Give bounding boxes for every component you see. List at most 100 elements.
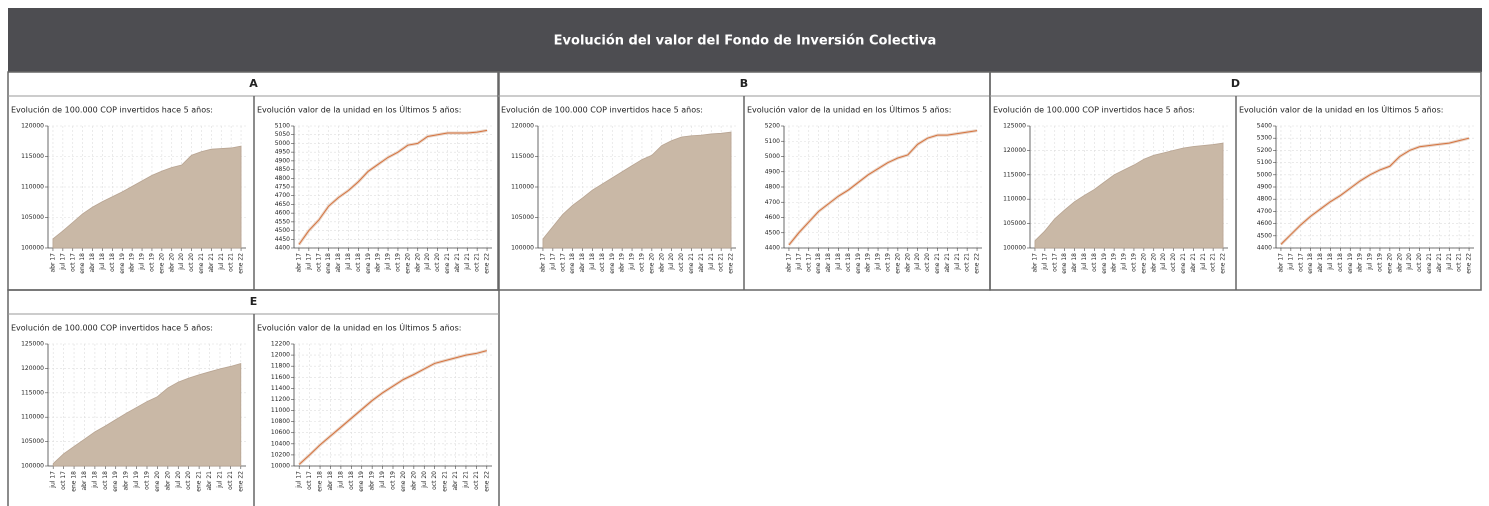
y-tick-label: 120000 [1003, 147, 1026, 154]
line [298, 129, 488, 245]
x-tick-label: abr 19 [375, 253, 382, 273]
x-tick-label: ene 18 [569, 253, 576, 274]
x-tick-label: jul 19 [379, 471, 386, 489]
chart-title: Evolución de 100.000 COP invertidos hace… [11, 105, 213, 115]
chart-title: Evolución valor de la unidad en los Últi… [257, 322, 461, 333]
x-tick-label: ene 22 [237, 471, 244, 492]
y-tick-label: 115000 [1003, 171, 1026, 178]
x-tick-label: ene 21 [688, 253, 695, 274]
x-tick-label: jul 20 [914, 253, 921, 271]
y-tick-label: 11600 [271, 374, 290, 381]
x-tick-label: oct 20 [185, 471, 192, 490]
y-tick-label: 105000 [21, 438, 44, 445]
y-tick-label: 4700 [275, 192, 290, 199]
y-tick-label: 5000 [1257, 171, 1272, 178]
y-tick-label: 105000 [1003, 220, 1026, 227]
x-tick-label: abr 20 [658, 253, 665, 273]
panel-label: E [250, 295, 258, 308]
x-tick-label: ene 20 [404, 253, 411, 274]
x-tick-label: ene 19 [358, 471, 365, 492]
y-tick-label: 4700 [765, 199, 780, 206]
x-tick-label: oct 18 [1337, 253, 1344, 272]
x-tick-label: ene 21 [442, 471, 449, 492]
x-tick-label: oct 17 [306, 471, 313, 490]
y-tick-label: 5400 [1257, 123, 1272, 130]
x-tick-label: abr 18 [327, 471, 334, 491]
x-tick-label: jul 21 [1200, 253, 1207, 271]
y-tick-label: 4500 [765, 229, 780, 236]
y-tick-label: 5300 [1257, 135, 1272, 142]
x-tick-label: jul 21 [1446, 253, 1453, 271]
chart-title: Evolución valor de la unidad en los Últi… [747, 104, 951, 115]
y-tick-label: 105000 [21, 214, 44, 221]
x-tick-label: ene 19 [112, 471, 119, 492]
x-tick-label: oct 18 [102, 471, 109, 490]
x-tick-label: ene 21 [198, 253, 205, 274]
y-tick-label: 11400 [271, 385, 290, 392]
x-tick-label: ene 19 [119, 253, 126, 274]
y-tick-label: 4700 [1257, 208, 1272, 215]
x-tick-label: oct 18 [1091, 253, 1098, 272]
x-tick-label: ene 18 [1061, 253, 1068, 274]
y-tick-label: 10000 [271, 463, 290, 470]
x-tick-label: ene 18 [79, 253, 86, 274]
x-tick-label: abr 19 [865, 253, 872, 273]
x-tick-label: jul 17 [305, 253, 312, 271]
y-tick-label: 11000 [271, 407, 290, 414]
x-tick-label: oct 17 [1297, 253, 1304, 272]
x-tick-label: abr 17 [1031, 253, 1038, 273]
area [1034, 142, 1224, 249]
x-tick-label: jul 18 [1081, 253, 1088, 271]
y-tick-label: 115000 [511, 153, 534, 160]
x-tick-label: jul 21 [464, 253, 471, 271]
x-tick-label: jul 17 [795, 253, 802, 271]
y-tick-label: 125000 [1003, 123, 1026, 130]
x-tick-label: ene 22 [1220, 253, 1227, 274]
panel [7, 289, 500, 506]
y-tick-label: 4400 [275, 245, 290, 252]
x-tick-label: abr 17 [785, 253, 792, 273]
x-tick-label: abr 21 [1436, 253, 1443, 273]
x-tick-label: abr 21 [454, 253, 461, 273]
x-tick-label: abr 17 [295, 253, 302, 273]
y-tick-label: 4950 [275, 149, 290, 156]
y-tick-label: 110000 [511, 184, 534, 191]
x-tick-label: jul 18 [91, 471, 98, 489]
x-tick-label: abr 20 [904, 253, 911, 273]
x-tick-label: ene 20 [1386, 253, 1393, 274]
y-tick-label: 11800 [271, 363, 290, 370]
header-title: Evolución del valor del Fondo de Inversi… [554, 34, 937, 49]
x-tick-label: oct 20 [678, 253, 685, 272]
x-tick-label: oct 19 [144, 471, 151, 490]
x-tick-label: abr 17 [539, 253, 546, 273]
x-tick-label: abr 18 [81, 471, 88, 491]
x-tick-label: ene 22 [1466, 253, 1473, 274]
x-tick-label: jul 21 [216, 471, 223, 489]
y-tick-label: 5200 [1257, 147, 1272, 154]
line-shadow [298, 349, 488, 466]
x-tick-label: oct 20 [431, 471, 438, 490]
y-tick-label: 4550 [275, 218, 290, 225]
x-tick-label: abr 20 [1396, 253, 1403, 273]
x-tick-label: oct 17 [315, 253, 322, 272]
x-tick-label: oct 21 [1456, 253, 1463, 272]
x-tick-label: oct 20 [434, 253, 441, 272]
x-tick-label: ene 19 [1101, 253, 1108, 274]
x-tick-label: ene 18 [325, 253, 332, 274]
x-tick-label: ene 22 [728, 253, 735, 274]
y-tick-label: 120000 [21, 123, 44, 130]
x-tick-label: abr 19 [369, 471, 376, 491]
x-tick-label: oct 21 [473, 471, 480, 490]
x-tick-label: jul 20 [668, 253, 675, 271]
x-tick-label: abr 20 [164, 471, 171, 491]
x-tick-label: oct 21 [964, 253, 971, 272]
line-shadow [297, 128, 488, 246]
y-tick-label: 4900 [765, 168, 780, 175]
x-tick-label: jul 18 [589, 253, 596, 271]
x-tick-label: jul 20 [424, 253, 431, 271]
x-tick-label: ene 20 [154, 471, 161, 492]
x-tick-label: jul 18 [345, 253, 352, 271]
x-tick-label: oct 19 [1376, 253, 1383, 272]
x-tick-label: oct 19 [394, 253, 401, 272]
x-tick-label: ene 20 [400, 471, 407, 492]
